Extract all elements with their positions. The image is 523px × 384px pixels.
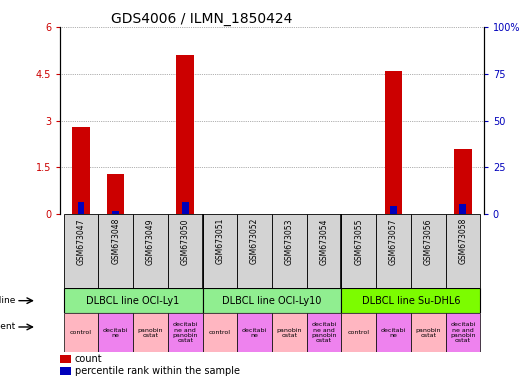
Bar xyxy=(168,214,202,288)
Text: decitabi
ne and
panobin
ostat: decitabi ne and panobin ostat xyxy=(173,322,198,343)
Bar xyxy=(446,214,480,288)
Text: control: control xyxy=(70,330,92,335)
Text: control: control xyxy=(348,330,370,335)
Text: DLBCL line OCI-Ly10: DLBCL line OCI-Ly10 xyxy=(222,296,322,306)
Bar xyxy=(64,214,98,288)
Text: GSM673050: GSM673050 xyxy=(180,218,190,265)
Bar xyxy=(98,214,133,288)
Text: percentile rank within the sample: percentile rank within the sample xyxy=(75,366,240,376)
Bar xyxy=(181,202,189,214)
Text: count: count xyxy=(75,354,103,364)
Text: GSM673052: GSM673052 xyxy=(250,218,259,264)
Text: GSM673058: GSM673058 xyxy=(459,218,468,264)
Bar xyxy=(411,214,446,288)
Bar xyxy=(64,313,98,352)
Bar xyxy=(390,205,397,214)
Text: GSM673049: GSM673049 xyxy=(146,218,155,265)
Text: DLBCL line OCI-Ly1: DLBCL line OCI-Ly1 xyxy=(86,296,180,306)
Bar xyxy=(64,288,202,313)
Bar xyxy=(72,127,89,214)
Text: GSM673055: GSM673055 xyxy=(354,218,363,265)
Bar xyxy=(176,55,194,214)
Text: GSM673047: GSM673047 xyxy=(76,218,85,265)
Text: GSM673051: GSM673051 xyxy=(215,218,224,264)
Text: GSM673048: GSM673048 xyxy=(111,218,120,264)
Bar xyxy=(60,367,71,375)
Bar xyxy=(202,214,237,288)
Bar xyxy=(376,214,411,288)
Text: control: control xyxy=(209,330,231,335)
Text: panobin
ostat: panobin ostat xyxy=(277,328,302,338)
Bar xyxy=(133,313,168,352)
Text: panobin
ostat: panobin ostat xyxy=(415,328,441,338)
Bar xyxy=(411,313,446,352)
Bar xyxy=(460,204,467,214)
Text: decitabi
ne and
panobin
ostat: decitabi ne and panobin ostat xyxy=(311,322,337,343)
Bar xyxy=(98,313,133,352)
Bar xyxy=(342,214,376,288)
Bar xyxy=(237,313,272,352)
Text: decitabi
ne: decitabi ne xyxy=(242,328,267,338)
Bar xyxy=(306,313,342,352)
Bar xyxy=(272,313,306,352)
Bar xyxy=(342,288,480,313)
Bar xyxy=(202,288,342,313)
Text: GSM673056: GSM673056 xyxy=(424,218,433,265)
Bar xyxy=(60,355,71,363)
Bar xyxy=(107,174,124,214)
Bar xyxy=(342,313,376,352)
Text: DLBCL line Su-DHL6: DLBCL line Su-DHL6 xyxy=(361,296,460,306)
Bar xyxy=(446,313,480,352)
Text: agent: agent xyxy=(0,323,16,331)
Text: GSM673053: GSM673053 xyxy=(285,218,294,265)
Text: GSM673054: GSM673054 xyxy=(320,218,328,265)
Text: GDS4006 / ILMN_1850424: GDS4006 / ILMN_1850424 xyxy=(111,12,292,26)
Text: GSM673057: GSM673057 xyxy=(389,218,398,265)
Bar xyxy=(272,214,306,288)
Bar xyxy=(237,214,272,288)
Bar xyxy=(133,214,168,288)
Bar xyxy=(385,71,402,214)
Bar xyxy=(376,313,411,352)
Bar xyxy=(202,313,237,352)
Text: decitabi
ne and
panobin
ostat: decitabi ne and panobin ostat xyxy=(450,322,476,343)
Bar xyxy=(168,313,202,352)
Text: decitabi
ne: decitabi ne xyxy=(103,328,128,338)
Bar xyxy=(454,149,472,214)
Bar xyxy=(306,214,342,288)
Text: decitabi
ne: decitabi ne xyxy=(381,328,406,338)
Text: panobin
ostat: panobin ostat xyxy=(138,328,163,338)
Bar xyxy=(112,210,119,214)
Bar xyxy=(77,202,84,214)
Text: cell line: cell line xyxy=(0,296,16,305)
